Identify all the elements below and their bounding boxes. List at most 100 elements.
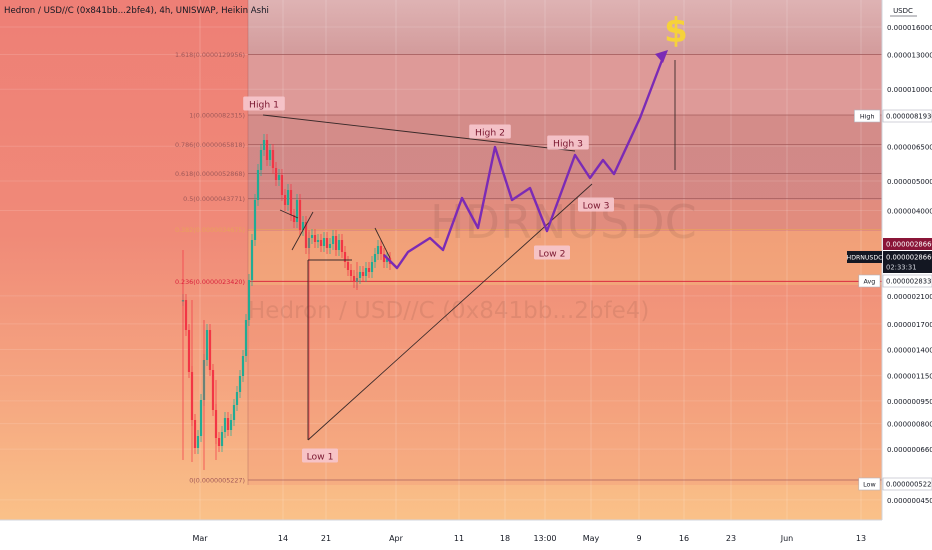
fib-zone-3: [248, 146, 882, 175]
fib-zone-upper: [248, 0, 882, 54]
candle-body: [343, 252, 347, 262]
symbol-tag: [847, 251, 882, 263]
watermark-pair: Hedron / USD//C (0x841bb...2bfe4): [248, 298, 649, 324]
candle-body: [349, 270, 353, 276]
price-tag-high: [854, 109, 881, 123]
symbol-tag-label: HDRNUSDC: [847, 255, 883, 262]
candle-body: [220, 432, 224, 446]
fib-level-label: 0(0.0000005227): [189, 477, 245, 485]
candle-body: [253, 200, 257, 240]
chart-title: Hedron / USD//C (0x841bb...2bfe4), 4h, U…: [4, 6, 269, 16]
label-high-1-box[interactable]: [243, 96, 285, 111]
currency-label[interactable]: USDC: [893, 7, 913, 15]
time-tick-label: 23: [726, 534, 736, 543]
time-tick-label: 21: [321, 534, 331, 543]
fib-level-label: 0.618(0.0000052868): [175, 170, 245, 178]
candle-body: [286, 190, 290, 205]
candle-body: [196, 436, 200, 448]
drawings[interactable]: [262, 50, 676, 441]
dollar-sign-annotation[interactable]: $: [664, 11, 688, 51]
pattern-line[interactable]: [291, 211, 314, 251]
candle-body: [205, 330, 209, 360]
candle-body: [280, 175, 284, 195]
candle-body: [247, 280, 251, 320]
candle-body: [361, 272, 365, 276]
candle-body: [340, 240, 344, 252]
fib-zone-7: [248, 285, 882, 485]
fib-level-label: 0.382(0.0000034675): [175, 226, 245, 234]
candle-body: [316, 240, 320, 242]
price-tag-value: 0.0000005225: [886, 481, 932, 489]
candle-body: [265, 140, 269, 160]
label-low-3-box[interactable]: [578, 197, 614, 212]
time-tick-label: 9: [636, 534, 641, 543]
candle-body: [238, 376, 242, 392]
candle-body: [385, 258, 389, 262]
time-axis[interactable]: [0, 520, 932, 550]
current-price-value: 0.0000028666: [886, 254, 932, 262]
candle-body: [250, 240, 254, 280]
price-tag-value: 0.0000081930: [886, 113, 932, 121]
label-high-3: High 3: [553, 139, 583, 150]
last-price-box: [883, 238, 932, 250]
candle-body: [244, 320, 248, 356]
candle-body: [208, 330, 212, 370]
projection-path[interactable]: [383, 54, 666, 270]
candle-body: [223, 418, 227, 432]
countdown-value: 02:33:31: [886, 264, 917, 272]
candle-body: [319, 240, 323, 246]
pattern-line[interactable]: [279, 209, 299, 219]
annotations[interactable]: High 1 High 2 High 3 Low 1 Low 2 Low 3 $: [243, 11, 688, 463]
candle-body: [277, 175, 281, 180]
price-tag-label: Low: [863, 481, 876, 489]
price-tag-box: [882, 109, 932, 123]
label-low-1-box[interactable]: [302, 448, 338, 463]
candle-body: [283, 195, 287, 205]
time-tick-label: 13: [856, 534, 866, 543]
candle-body: [376, 246, 380, 254]
time-tick-label: 13:00: [533, 534, 556, 543]
candle-body: [310, 235, 314, 238]
candle-body: [322, 238, 326, 246]
price-tag-avg: [858, 274, 881, 288]
fib-level-label: 1(0.0000082315): [189, 112, 245, 120]
candle-body: [262, 140, 266, 150]
price-tag-label: Avg: [863, 278, 875, 286]
fib-level-label: 0.786(0.0000065818): [175, 141, 245, 149]
time-tick-label: 11: [454, 534, 464, 543]
candle-body: [304, 222, 308, 248]
candle-body: [193, 420, 197, 448]
label-low-2-box[interactable]: [534, 245, 570, 260]
label-high-3-box[interactable]: [547, 135, 589, 150]
label-low-3: Low 3: [583, 201, 610, 212]
candle-body: [364, 268, 368, 276]
candle-body: [226, 418, 230, 430]
price-tag-low: [858, 477, 881, 491]
time-tick-label: 16: [679, 534, 689, 543]
candle-body: [367, 268, 371, 272]
candle-body: [292, 215, 296, 222]
candle-body: [334, 236, 338, 250]
label-high-2-box[interactable]: [469, 124, 511, 139]
fib-level-label: 0.236(0.0000023420): [175, 278, 245, 286]
trendline-resistance[interactable]: [262, 114, 576, 152]
price-tag-label: High: [860, 113, 875, 121]
fib-level-label: 0.5(0.0000043771): [183, 195, 245, 203]
price-tag-box: [882, 274, 932, 288]
candle-body: [358, 272, 362, 278]
time-axis-labels: Mar 14 21 Apr 11 18 13:00 May 9 16 23 Jun 13: [192, 534, 866, 543]
fib-retracement[interactable]: 1.618(0.0000129956) 1(0.0000082315) 0.786(…: [175, 0, 882, 485]
candle-body: [346, 262, 350, 270]
pattern-line[interactable]: [374, 227, 391, 259]
candle-body: [289, 190, 293, 215]
